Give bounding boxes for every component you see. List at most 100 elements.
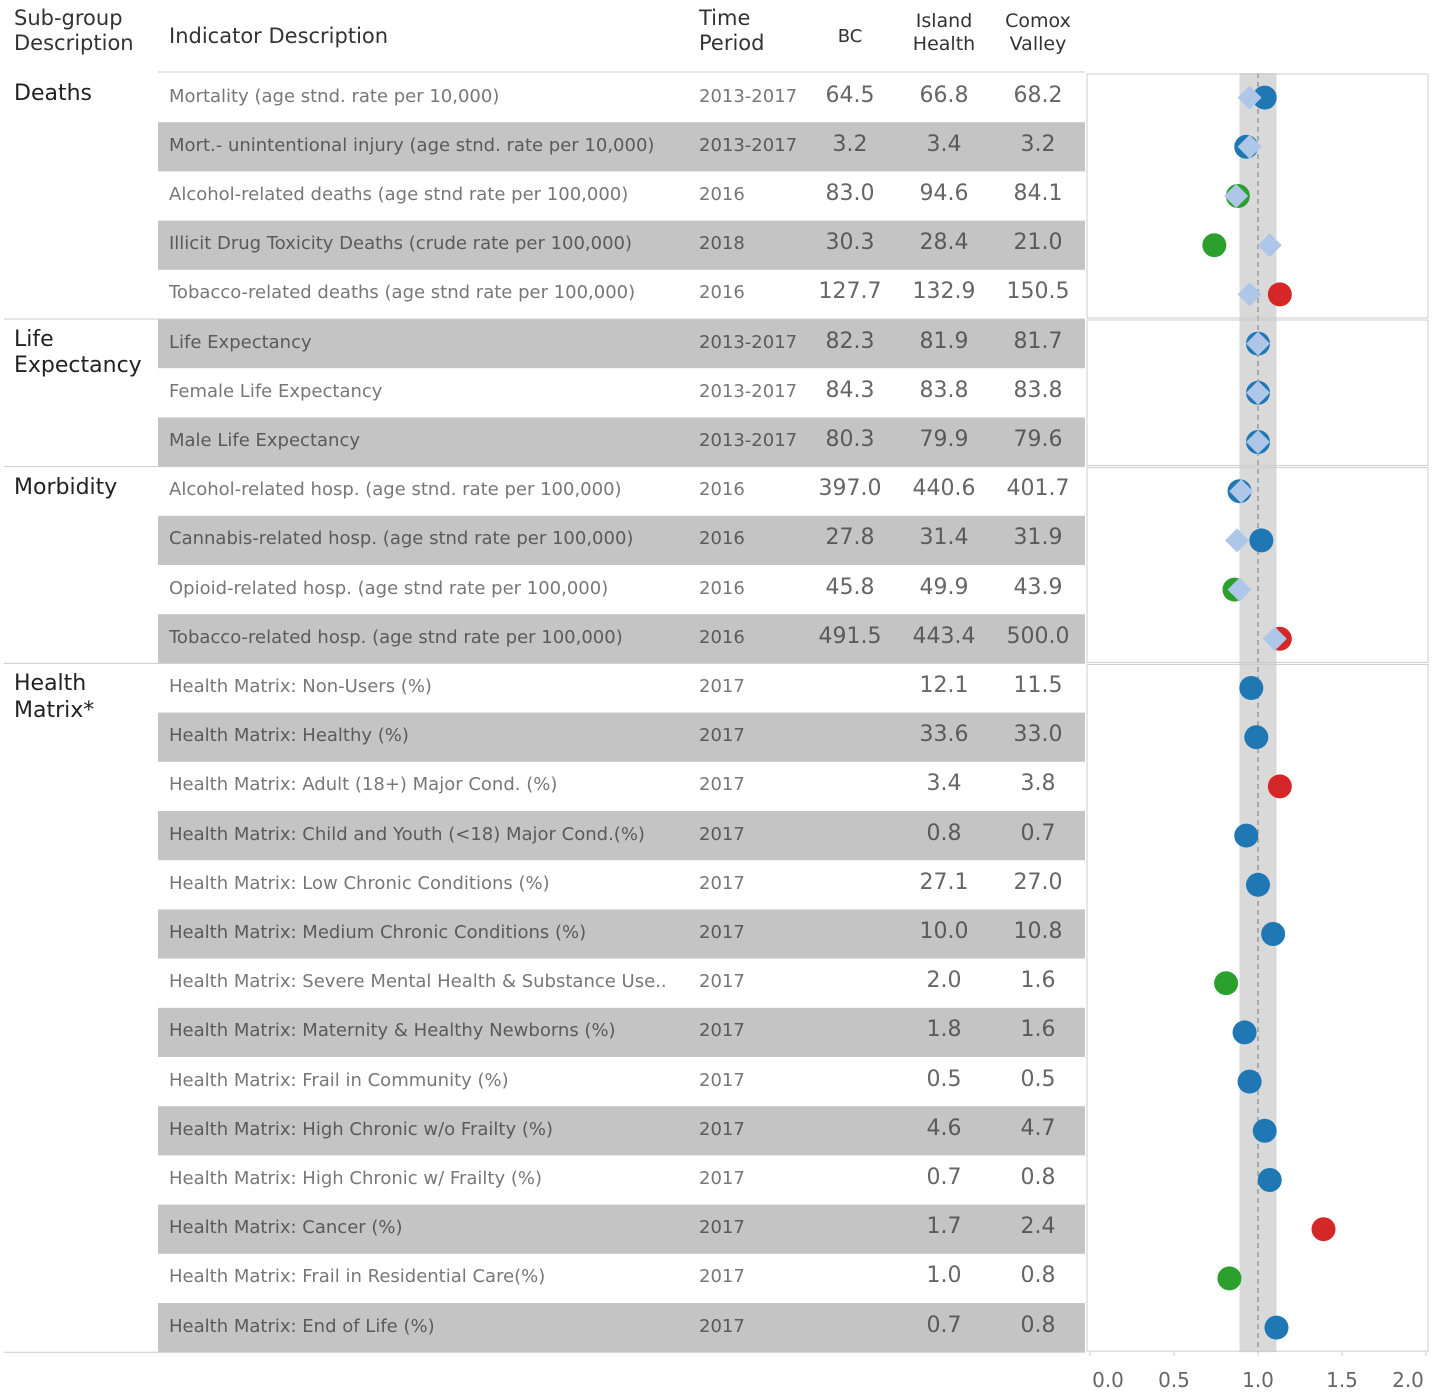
row-shade <box>158 319 1085 369</box>
bc-value: 82.3 <box>825 328 875 354</box>
island-value: 10.0 <box>919 919 969 944</box>
comox-value: 0.8 <box>1020 1312 1056 1338</box>
row-shade <box>158 1106 1085 1156</box>
island-value: 94.6 <box>919 181 969 206</box>
period: 2016 <box>699 528 745 550</box>
period: 2016 <box>699 626 745 648</box>
ratio-dot <box>1252 85 1277 110</box>
period: 2016 <box>699 479 745 501</box>
period: 2013-2017 <box>699 134 798 156</box>
island-value: 3.4 <box>926 771 962 797</box>
comox-value: 31.9 <box>1013 525 1063 551</box>
indicator: Health Matrix: Healthy (%) <box>169 725 409 747</box>
island-value: 4.6 <box>926 1115 962 1141</box>
indicator: Health Matrix: Frail in Community (%) <box>169 1069 509 1091</box>
comox-value: 33.0 <box>1013 722 1063 748</box>
x-tick-label: 0.0 <box>1092 1368 1124 1392</box>
indicator: Mort.- unintentional injury (age stnd. r… <box>169 134 655 156</box>
bc-value: 45.8 <box>825 574 875 600</box>
island-value: 1.0 <box>926 1263 962 1289</box>
bc-value: 397.0 <box>818 476 882 502</box>
indicator: Opioid-related hosp. (age stnd rate per … <box>169 577 609 599</box>
comox-value: 83.8 <box>1013 377 1063 403</box>
indicator: Health Matrix: High Chronic w/o Frailty … <box>169 1118 553 1140</box>
period: 2017 <box>699 725 745 747</box>
indicator: Health Matrix: Non-Users (%) <box>169 676 432 697</box>
period: 2017 <box>699 1266 745 1288</box>
bc-diamond <box>1246 430 1270 454</box>
indicator: Alcohol-related deaths (age stnd rate pe… <box>169 184 629 205</box>
comox-value: 2.4 <box>1020 1214 1056 1240</box>
header-comox: Comox Valley <box>1005 10 1071 55</box>
comox-value: 43.9 <box>1013 574 1063 600</box>
row-shade <box>158 614 1085 664</box>
bc-value: 27.8 <box>825 525 875 551</box>
period: 2018 <box>699 233 745 255</box>
indicator: Health Matrix: Low Chronic Conditions (%… <box>169 872 550 894</box>
ratio-dot <box>1246 872 1270 897</box>
bc-value: 491.5 <box>818 623 882 649</box>
ratio-dot <box>1267 774 1292 799</box>
indicator: Health Matrix: Maternity & Healthy Newbo… <box>169 1020 616 1042</box>
row-shade <box>158 1007 1085 1057</box>
x-tick-label: 1.0 <box>1242 1368 1274 1392</box>
ratio-dot <box>1232 1020 1257 1045</box>
ratio-dot <box>1237 1069 1262 1094</box>
ratio-dot <box>1264 1315 1289 1340</box>
island-value: 27.1 <box>919 869 969 895</box>
comox-value: 401.7 <box>1006 476 1070 502</box>
row-shade <box>158 515 1085 565</box>
island-value: 0.7 <box>926 1312 962 1338</box>
island-value: 0.8 <box>926 820 962 846</box>
bc-value: 84.3 <box>825 377 875 403</box>
row-shade <box>158 417 1085 467</box>
period: 2017 <box>699 774 745 796</box>
period: 2017 <box>699 922 745 943</box>
period: 2016 <box>699 184 745 205</box>
period: 2017 <box>699 1217 745 1239</box>
indicator: Health Matrix: Severe Mental Health & Su… <box>169 971 667 993</box>
island-value: 79.9 <box>919 427 969 452</box>
bc-diamond <box>1246 380 1270 405</box>
period: 2017 <box>699 1118 745 1140</box>
indicator: Tobacco-related deaths (age stnd rate pe… <box>169 282 636 304</box>
comox-value: 68.2 <box>1013 82 1063 108</box>
row-shade <box>158 220 1085 270</box>
panel <box>1086 319 1429 467</box>
period: 2013-2017 <box>699 380 798 402</box>
row-shade <box>158 909 1085 959</box>
island-value: 1.8 <box>926 1017 962 1043</box>
comox-value: 84.1 <box>1013 181 1063 206</box>
ratio-dot <box>1217 1266 1242 1291</box>
comox-value: 0.8 <box>1020 1263 1056 1289</box>
ratio-dot <box>1244 725 1269 750</box>
comox-value: 11.5 <box>1013 673 1063 698</box>
period: 2017 <box>699 1020 745 1042</box>
comox-value: 79.6 <box>1013 427 1063 452</box>
island-value: 12.1 <box>919 673 969 698</box>
island-value: 81.9 <box>919 328 969 354</box>
indicator: Male Life Expectancy <box>169 430 360 451</box>
period: 2017 <box>699 676 745 697</box>
ratio-dot <box>1214 971 1239 996</box>
x-tick-label: 0.5 <box>1158 1368 1190 1392</box>
ratio-dot <box>1249 528 1274 553</box>
group-name: Deaths <box>14 81 92 106</box>
bc-diamond <box>1237 282 1262 307</box>
island-value: 83.8 <box>919 377 969 403</box>
bc-diamond <box>1225 528 1249 553</box>
header-island: Island Health <box>912 10 976 55</box>
row-shade <box>158 122 1085 172</box>
group-name: Health Matrix* <box>14 671 95 723</box>
bc-diamond <box>1246 331 1270 356</box>
indicator: Cannabis-related hosp. (age stnd rate pe… <box>169 528 634 550</box>
ratio-dot <box>1239 676 1264 700</box>
island-value: 28.4 <box>919 230 969 256</box>
bc-value: 64.5 <box>825 82 875 108</box>
ratio-dot <box>1267 282 1292 307</box>
header-time: Time Period <box>699 6 765 56</box>
ratio-dot <box>1311 1217 1336 1242</box>
panel <box>1086 467 1429 663</box>
row-shade <box>158 1303 1085 1353</box>
